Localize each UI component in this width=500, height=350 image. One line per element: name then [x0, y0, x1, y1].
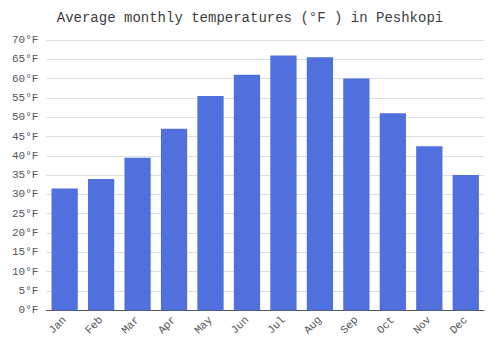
svg-text:25°F: 25°F: [12, 208, 38, 220]
svg-text:20°F: 20°F: [12, 227, 38, 239]
svg-text:65°F: 65°F: [12, 53, 38, 65]
svg-text:Aug: Aug: [302, 314, 324, 336]
svg-text:15°F: 15°F: [12, 246, 38, 258]
svg-text:70°F: 70°F: [12, 34, 38, 46]
svg-text:35°F: 35°F: [12, 169, 38, 181]
svg-text:50°F: 50°F: [12, 111, 38, 123]
svg-text:Sep: Sep: [338, 314, 360, 336]
svg-text:Feb: Feb: [83, 314, 105, 336]
svg-text:Nov: Nov: [411, 314, 434, 337]
svg-text:40°F: 40°F: [12, 150, 38, 162]
svg-text:10°F: 10°F: [12, 266, 38, 278]
svg-text:Jun: Jun: [229, 314, 251, 336]
svg-text:Jan: Jan: [46, 314, 68, 336]
svg-text:May: May: [192, 314, 215, 337]
svg-text:0°F: 0°F: [19, 304, 39, 316]
svg-text:5°F: 5°F: [19, 285, 39, 297]
svg-text:Jul: Jul: [265, 314, 287, 336]
svg-text:45°F: 45°F: [12, 131, 38, 143]
svg-text:Dec: Dec: [448, 314, 470, 336]
svg-text:60°F: 60°F: [12, 73, 38, 85]
svg-text:Apr: Apr: [156, 314, 178, 336]
svg-text:Mar: Mar: [119, 314, 141, 336]
svg-text:30°F: 30°F: [12, 188, 38, 200]
svg-text:Oct: Oct: [375, 314, 397, 336]
svg-text:Average monthly temperatures (: Average monthly temperatures (°F ) in Pe…: [57, 10, 443, 26]
svg-text:55°F: 55°F: [12, 92, 38, 104]
